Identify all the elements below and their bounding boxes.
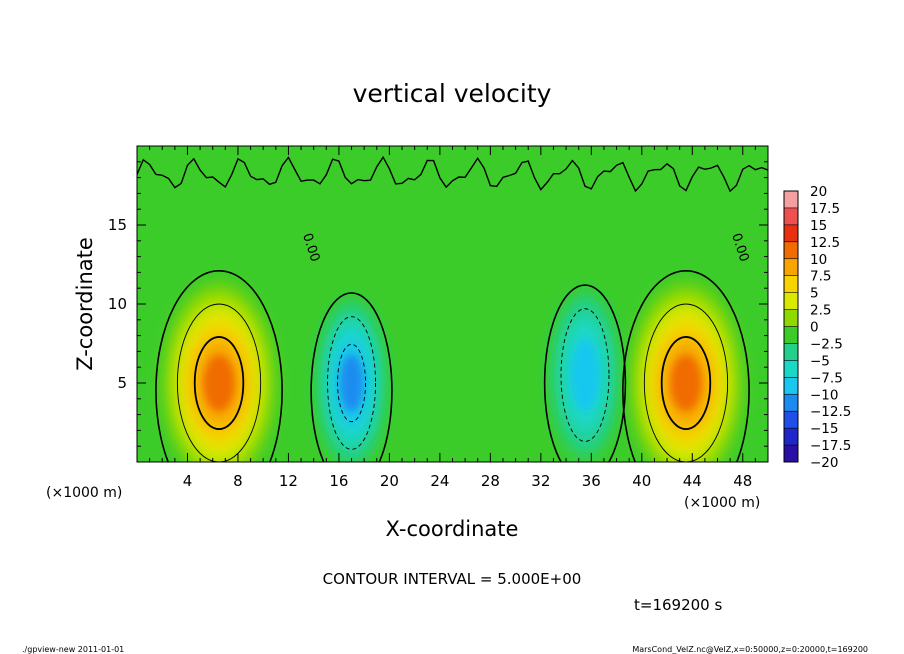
velocity-field <box>164 285 741 462</box>
field-level <box>203 355 235 411</box>
colorbar-label: −20 <box>810 455 839 471</box>
contour-ring <box>660 336 712 430</box>
chart-title: vertical velocity <box>353 79 552 108</box>
field-feature-4 <box>631 285 741 462</box>
colorbar-label: 7.5 <box>810 269 831 285</box>
contour-ring <box>560 308 610 442</box>
x-axis-ticks: 4 8 12 16 20 24 28 32 36 40 44 48 <box>149 146 769 490</box>
contour-ring <box>327 316 376 450</box>
colorbar-segment <box>784 275 798 294</box>
y-tick-label: 5 <box>117 374 127 392</box>
colorbar-label: −2.5 <box>810 336 843 352</box>
colorbar-label: 0 <box>810 320 819 336</box>
x-tick-label: 40 <box>632 472 651 490</box>
x-tick-label: 28 <box>481 472 500 490</box>
x-axis-label: X-coordinate <box>386 517 519 541</box>
y-tick-label: 10 <box>108 295 127 313</box>
colorbar-segment <box>784 241 798 260</box>
contour-zero <box>310 292 393 462</box>
colorbar-label: −7.5 <box>810 370 843 386</box>
colorbar-label: 12.5 <box>810 235 840 251</box>
field-level <box>570 338 600 412</box>
contour-ring <box>176 303 262 462</box>
colorbar-label: 15 <box>810 218 827 234</box>
colorbar-segment <box>784 326 798 344</box>
colorbar-segment <box>784 343 798 361</box>
contour-ring <box>337 343 366 423</box>
colorbar-label: 5 <box>810 286 819 302</box>
colorbar-segment <box>784 224 798 243</box>
x-tick-label: 8 <box>233 472 243 490</box>
x-tick-label: 32 <box>531 472 550 490</box>
x-tick-label: 36 <box>582 472 601 490</box>
footer-left: ./gpview-new 2011-01-01 <box>22 645 124 654</box>
contour-zero <box>622 270 750 462</box>
colorbar-segment <box>784 394 798 412</box>
colorbar-label: −15 <box>810 421 839 437</box>
x-tick-label: 16 <box>329 472 348 490</box>
field-level <box>340 354 363 412</box>
colorbar-segment <box>784 292 798 311</box>
contour-ring <box>193 336 245 430</box>
footer-right: MarsCond_VelZ.nc@VelZ,x=0:50000,z=0:2000… <box>632 645 868 654</box>
colorbar-label: 17.5 <box>810 201 840 217</box>
y-axis-ticks: 5 10 15 <box>108 161 768 447</box>
x-tick-label: 4 <box>183 472 193 490</box>
x-unit-label-left: (×1000 m) <box>46 485 122 501</box>
contour-ring <box>643 303 729 462</box>
colorbar: 2017.51512.5107.552.50−2.5−5−7.5−10−12.5… <box>783 184 851 471</box>
colorbar-segment <box>784 207 798 226</box>
x-tick-label: 44 <box>683 472 702 490</box>
contour-zero <box>155 270 283 462</box>
contour-interval-text: CONTOUR INTERVAL = 5.000E+00 <box>323 570 582 588</box>
colorbar-segment <box>784 411 798 429</box>
x-tick-label: 12 <box>279 472 298 490</box>
colorbar-label: 20 <box>810 184 827 200</box>
colorbar-segment <box>784 428 798 446</box>
contour-upper <box>137 155 768 193</box>
colorbar-label: 2.5 <box>810 303 831 319</box>
field-feature-2 <box>318 300 385 462</box>
x-tick-label: 24 <box>430 472 449 490</box>
colorbar-segment <box>784 309 798 327</box>
colorbar-label: −5 <box>810 353 830 369</box>
colorbar-label: 10 <box>810 252 827 268</box>
colorbar-segment <box>784 191 798 209</box>
x-unit-label-right: (×1000 m) <box>684 495 760 511</box>
field-feature-1 <box>164 285 274 462</box>
y-axis-label: Z-coordinate <box>73 237 97 371</box>
plot-area: 0.00 0.00 <box>137 146 768 462</box>
colorbar-label: −10 <box>810 387 839 403</box>
y-tick-label: 15 <box>108 216 127 234</box>
time-text: t=169200 s <box>634 596 722 614</box>
colorbar-segment <box>784 258 798 277</box>
colorbar-label: −17.5 <box>810 438 851 454</box>
contour-zero <box>543 284 627 462</box>
field-feature-3 <box>552 292 618 458</box>
colorbar-segment <box>784 360 798 378</box>
x-tick-label: 20 <box>380 472 399 490</box>
colorbar-label: −12.5 <box>810 404 851 420</box>
field-level <box>670 355 702 411</box>
colorbar-segment <box>784 445 798 463</box>
x-tick-label: 48 <box>733 472 752 490</box>
colorbar-segment <box>784 377 798 395</box>
